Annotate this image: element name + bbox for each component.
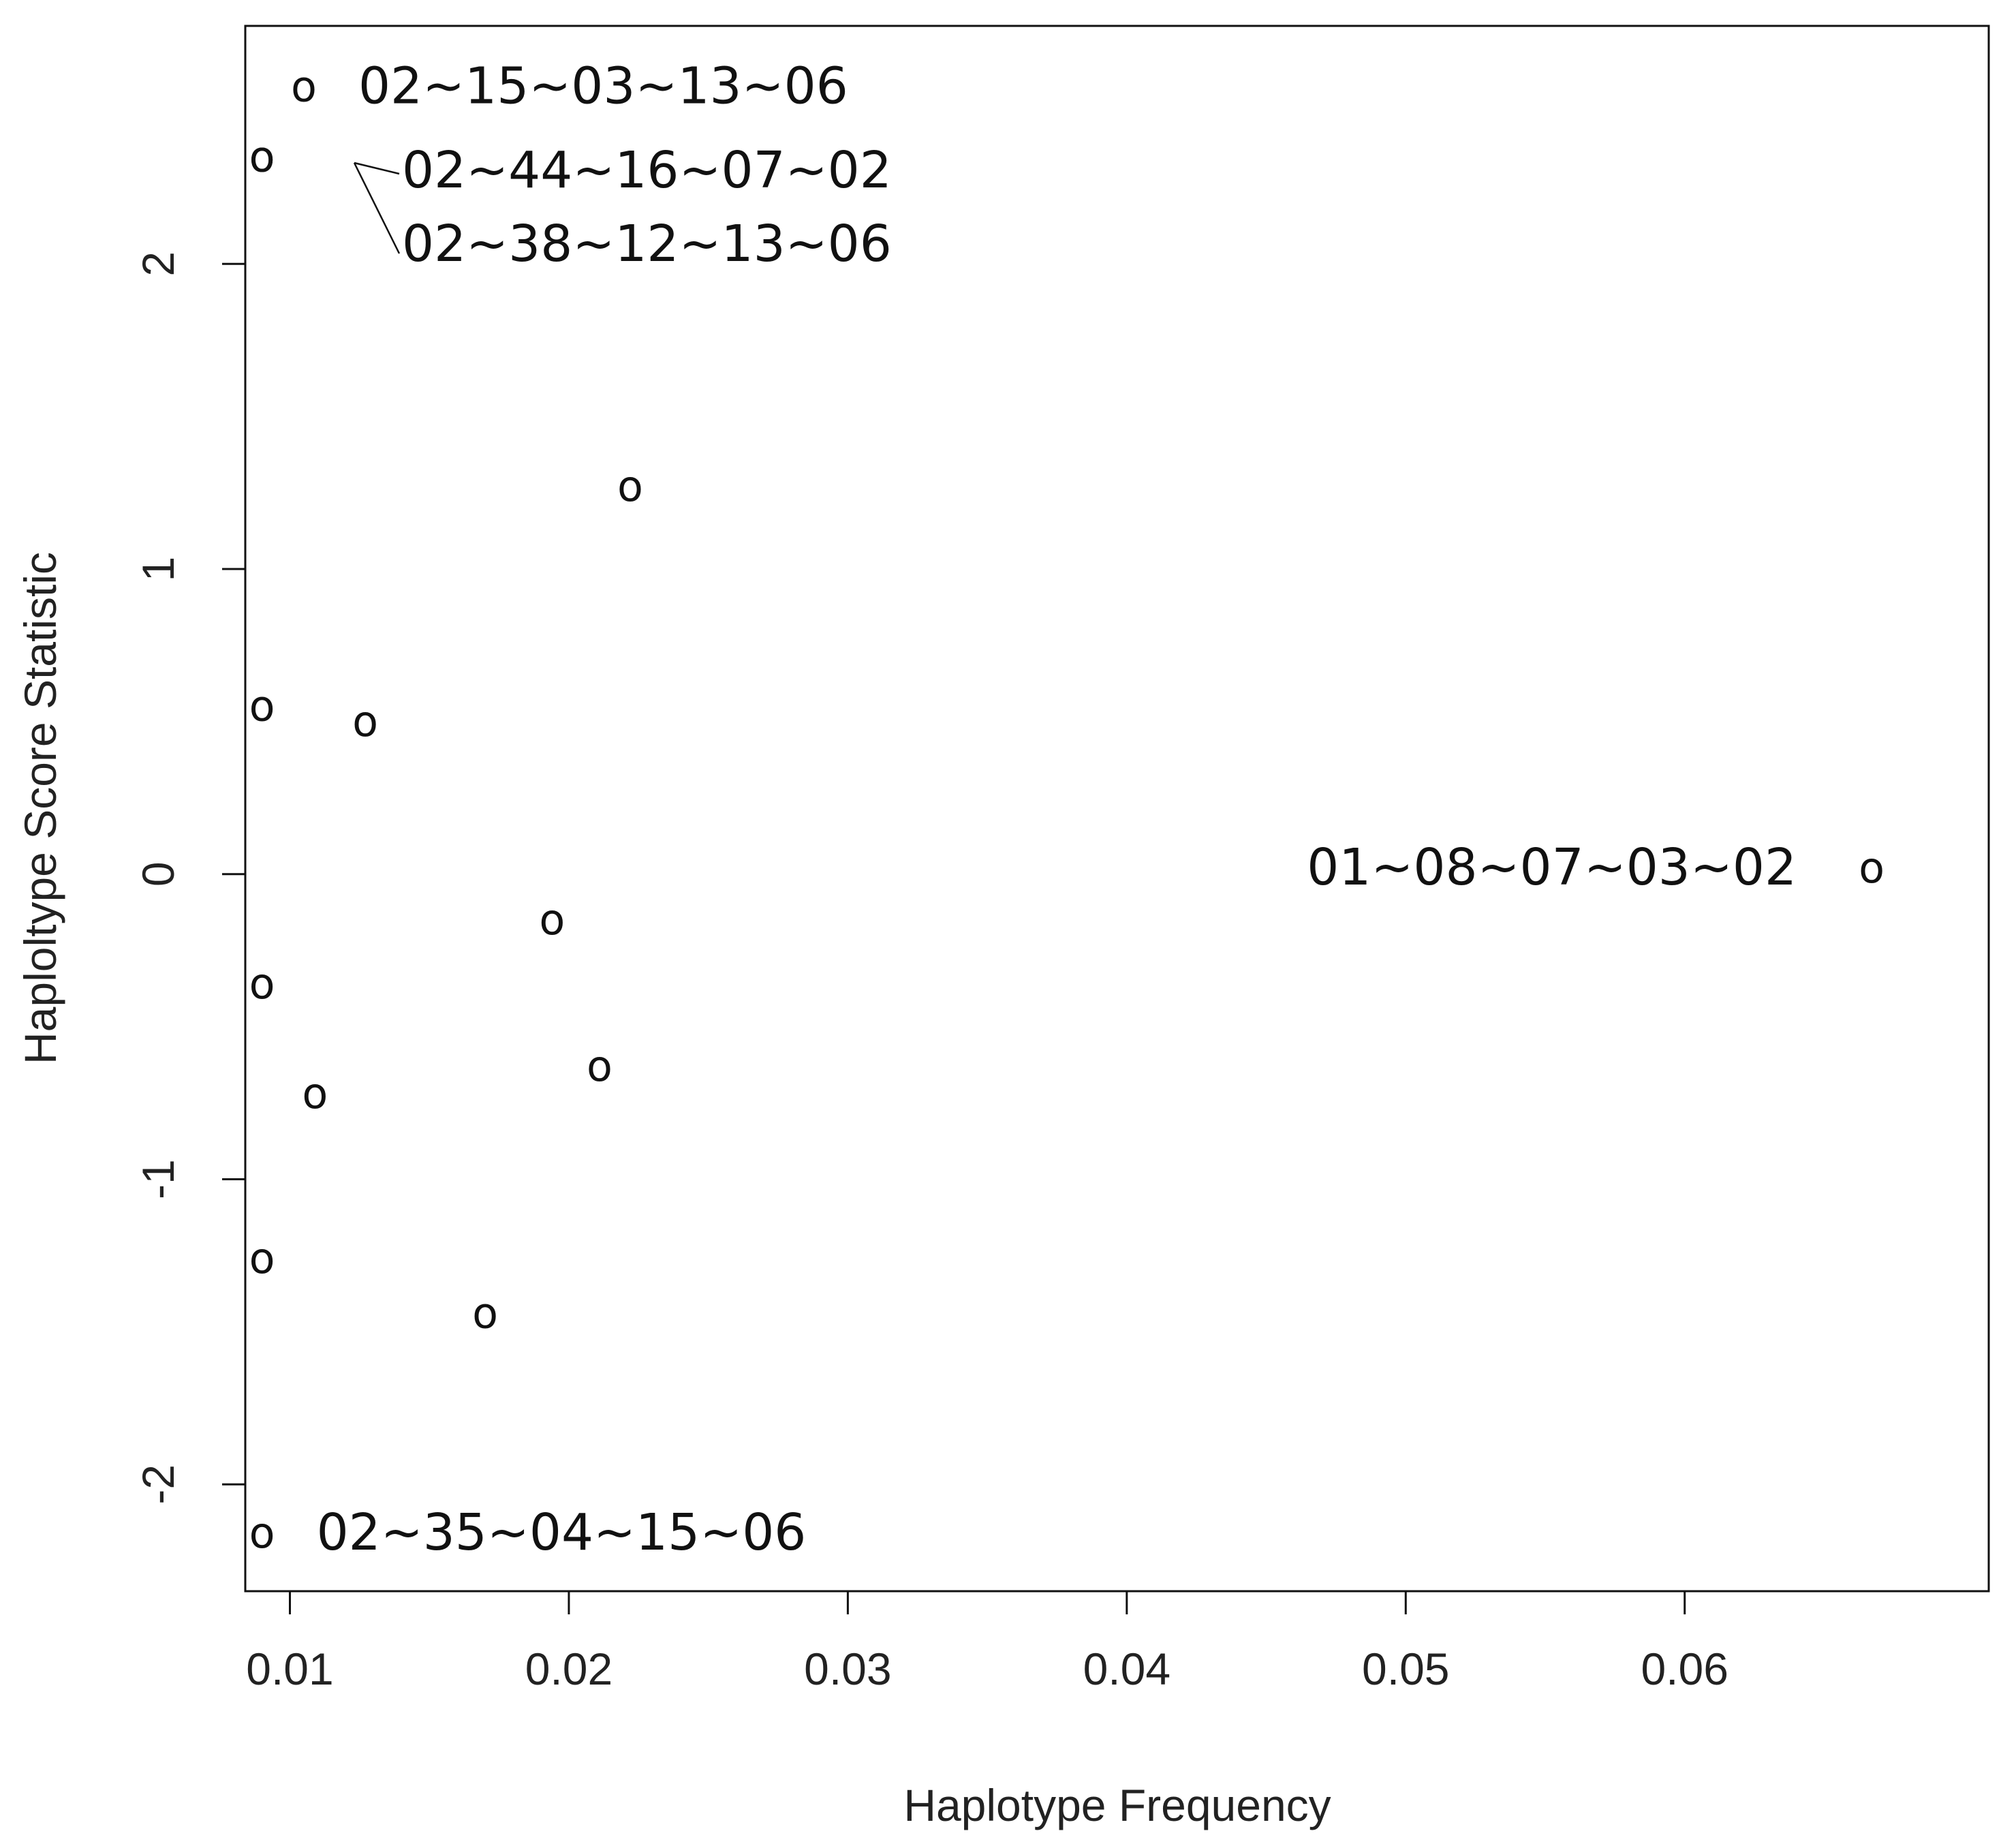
y-tick-label: -2 <box>133 1464 183 1505</box>
data-point: o <box>249 1508 275 1558</box>
data-point: o <box>249 681 275 731</box>
x-axis: 0.01 0.02 0.03 0.04 0.05 0.06 <box>246 1591 1728 1694</box>
data-point: o <box>302 1069 328 1118</box>
x-axis-label: Haplotype Frequency <box>903 1780 1331 1830</box>
data-point: o <box>249 132 275 182</box>
point-label: 02~38~12~13~06 <box>402 215 892 273</box>
x-tick-label: 0.06 <box>1641 1644 1728 1694</box>
data-point: o <box>352 696 378 746</box>
x-tick-label: 0.02 <box>525 1644 612 1694</box>
data-point: o <box>539 895 565 944</box>
x-tick-label: 0.04 <box>1083 1644 1170 1694</box>
point-label: 02~35~04~15~06 <box>317 1503 807 1562</box>
y-tick-label: 2 <box>133 251 183 277</box>
data-point: o <box>249 1233 275 1283</box>
y-tick-label: 1 <box>133 557 183 582</box>
data-point: o <box>291 62 317 112</box>
label-leader-line <box>353 162 401 254</box>
y-tick-label: 0 <box>133 861 183 887</box>
point-label: 02~15~03~13~06 <box>358 57 848 116</box>
data-point: o <box>249 132 275 182</box>
data-point: o <box>587 1041 612 1091</box>
y-axis: -2 -1 0 1 2 <box>133 251 245 1505</box>
point-label: 01~08~07~03~02 <box>1307 838 1797 897</box>
x-tick-label: 0.05 <box>1362 1644 1449 1694</box>
data-point: o <box>249 959 275 1009</box>
y-axis-label: Haploltype Score Statistic <box>15 552 65 1064</box>
data-point: o <box>617 461 643 511</box>
data-point: o <box>472 1289 498 1338</box>
y-tick-label: -1 <box>133 1159 183 1199</box>
plot-frame <box>244 25 1990 1593</box>
point-label: 02~44~16~07~02 <box>402 141 892 200</box>
x-tick-label: 0.03 <box>804 1644 891 1694</box>
point-annotations: 02~15~03~13~06 02~44~16~07~02 02~38~12~13~… <box>317 57 1797 1562</box>
x-tick-label: 0.01 <box>246 1644 333 1694</box>
label-leader-line <box>354 162 400 175</box>
data-point: o <box>1859 843 1885 893</box>
